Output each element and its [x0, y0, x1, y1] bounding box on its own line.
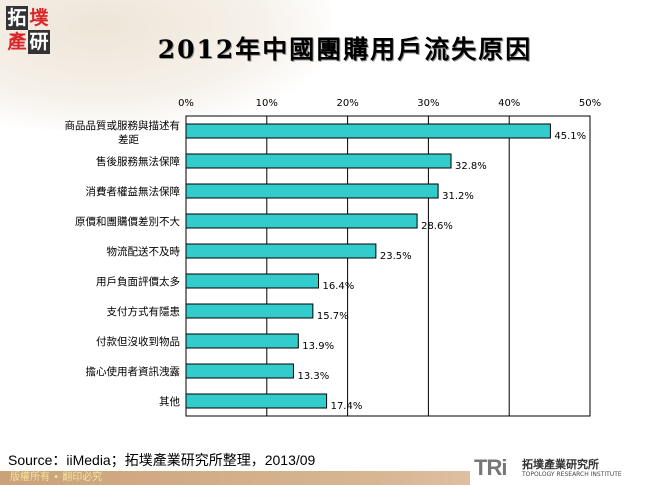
category-label: 其他	[159, 395, 180, 408]
tri-logo: TRi 拓墣產業研究所 TOPOLOGY RESEARCH INSTITUTE	[470, 455, 650, 485]
copyright-text: 版權所有 • 翻印必究	[10, 472, 103, 483]
category-label: 擔心使用者資訊洩露	[86, 365, 181, 378]
background-map	[0, 0, 330, 130]
data-label: 28.6%	[421, 221, 453, 232]
logo-char: 拓	[6, 6, 28, 30]
tick-label: 30%	[417, 98, 439, 109]
data-label: 13.3%	[297, 371, 329, 382]
bar	[185, 363, 294, 379]
data-label: 31.2%	[442, 191, 474, 202]
tick-label: 20%	[336, 98, 358, 109]
tick-label: 0%	[178, 98, 194, 109]
tri-name-cn: 拓墣產業研究所	[522, 458, 599, 471]
tri-name-en: TOPOLOGY RESEARCH INSTITUTE	[522, 471, 622, 478]
data-label: 45.1%	[554, 131, 586, 142]
bar	[185, 303, 314, 319]
category-label: 用戶負面評價太多	[96, 275, 180, 288]
data-label: 23.5%	[380, 251, 412, 262]
bar	[185, 123, 551, 139]
category-label: 物流配送不及時	[107, 245, 181, 258]
category-label: 原價和團購價差別不大	[75, 215, 180, 228]
bar	[185, 333, 299, 349]
data-label: 15.7%	[317, 311, 349, 322]
data-label: 13.9%	[302, 341, 334, 352]
logo-char: 墣	[29, 7, 49, 29]
logo-char: 產	[7, 31, 27, 53]
source-note: Source：iiMedia；拓墣產業研究所整理，2013/09	[8, 452, 316, 468]
bar	[185, 213, 418, 229]
chart-title: 2012年中國團購用戶流失原因	[157, 35, 533, 64]
bar	[185, 183, 439, 199]
data-label: 17.4%	[331, 401, 363, 412]
category-label: 消費者權益無法保障	[86, 185, 181, 198]
category-label: 差距	[118, 133, 139, 146]
logo-char: 研	[28, 30, 50, 54]
tri-mark: TRi	[474, 455, 507, 480]
logo: 拓 墣 產 研	[6, 6, 50, 54]
category-label: 支付方式有隱患	[107, 305, 181, 318]
tick-label: 50%	[579, 98, 601, 109]
tick-label: 40%	[498, 98, 520, 109]
category-label: 付款但沒收到物品	[96, 335, 180, 348]
category-label: 售後服務無法保障	[96, 155, 180, 168]
bar	[185, 153, 452, 169]
data-label: 16.4%	[323, 281, 355, 292]
bar	[185, 273, 320, 289]
data-label: 32.8%	[455, 161, 487, 172]
tick-label: 10%	[256, 98, 278, 109]
category-label: 商品品質或服務與描述有	[65, 119, 181, 132]
bar	[185, 243, 377, 259]
bar	[185, 393, 328, 409]
